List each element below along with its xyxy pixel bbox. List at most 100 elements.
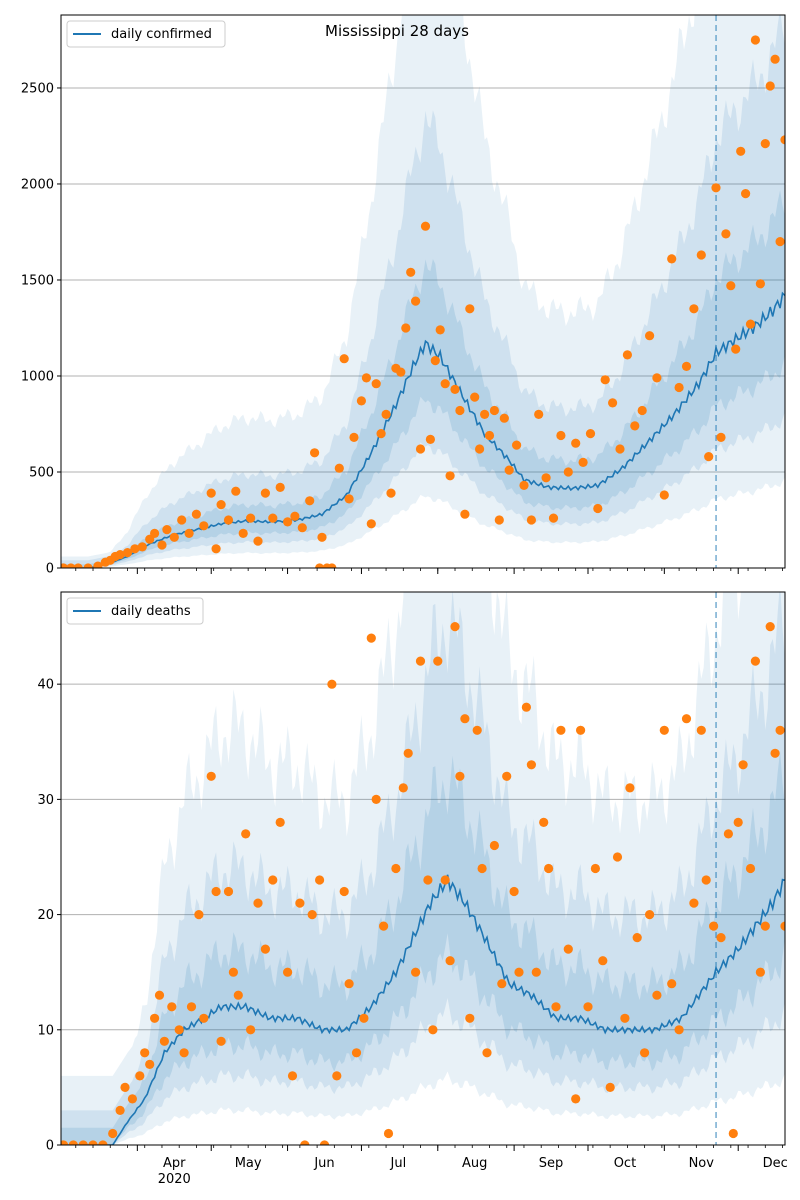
observed-point <box>689 898 699 908</box>
observed-point <box>556 725 566 735</box>
observed-point <box>475 444 485 454</box>
observed-point <box>391 863 401 874</box>
observed-point <box>194 910 204 920</box>
observed-point <box>344 494 354 504</box>
observed-point <box>755 967 766 977</box>
observed-point <box>465 1013 475 1023</box>
observed-point <box>351 1048 362 1058</box>
observed-point <box>455 405 465 416</box>
observed-point <box>551 1002 561 1012</box>
observed-point <box>711 183 721 193</box>
observed-point <box>780 135 785 145</box>
observed-point <box>428 1025 438 1035</box>
observed-point <box>701 875 711 885</box>
observed-point <box>760 921 770 931</box>
observed-point <box>598 956 608 966</box>
observed-point <box>206 771 216 781</box>
observed-point <box>696 725 706 735</box>
observed-point <box>154 990 165 1000</box>
observed-point <box>440 875 450 885</box>
observed-point <box>445 471 455 481</box>
plot-area: 0 500 1000 1500 2000 2500 <box>21 14 786 577</box>
observed-point <box>275 817 285 828</box>
axes-frame <box>60 591 786 1146</box>
observed-point <box>283 967 293 977</box>
observed-point <box>275 482 285 492</box>
observed-point <box>489 840 499 851</box>
x-tick-label: Oct <box>614 1156 636 1171</box>
observed-point <box>563 944 573 954</box>
observed-point <box>765 81 775 91</box>
observed-point <box>659 725 669 735</box>
observed-point <box>122 548 133 558</box>
observed-point <box>253 536 263 546</box>
observed-point <box>332 1071 342 1081</box>
observed-point <box>199 1013 209 1023</box>
chart-title: Mississippi 28 days <box>325 22 469 40</box>
observed-point <box>290 511 300 521</box>
observed-point <box>398 783 408 793</box>
observed-point <box>667 254 677 264</box>
x-year-label: 2020 <box>158 1172 191 1187</box>
observed-point <box>127 1094 137 1104</box>
observed-point <box>184 528 194 539</box>
legend-label-deaths: daily deaths <box>111 604 191 619</box>
observed-point <box>681 714 692 724</box>
observed-point <box>630 421 640 431</box>
observed-point <box>509 886 519 897</box>
observed-point <box>366 519 376 529</box>
y-tick-label: 10 <box>37 1023 54 1038</box>
observed-point <box>450 622 460 632</box>
observed-point <box>150 1013 160 1023</box>
uncertainty-band <box>61 15 785 568</box>
observed-point <box>733 817 743 828</box>
observed-point <box>415 656 426 666</box>
observed-point <box>216 1036 226 1046</box>
observed-point <box>470 392 480 402</box>
observed-point <box>349 432 359 442</box>
observed-point <box>260 488 270 498</box>
observed-point <box>433 656 443 666</box>
observed-point <box>83 563 93 568</box>
observed-point <box>415 444 426 454</box>
x-tick-label: Sep <box>539 1156 564 1171</box>
legend-confirmed: daily confirmed <box>66 20 226 48</box>
observed-point <box>93 561 103 568</box>
observed-point <box>440 379 450 389</box>
observed-point <box>571 438 581 448</box>
observed-point <box>334 463 344 473</box>
observed-point <box>228 967 238 977</box>
observed-point <box>563 467 573 477</box>
observed-point <box>344 979 354 989</box>
observed-point <box>327 563 337 568</box>
observed-point <box>307 910 317 920</box>
observed-point <box>167 1002 177 1012</box>
observed-point <box>157 540 167 550</box>
observed-point <box>571 1094 581 1104</box>
observed-point <box>423 875 433 885</box>
observed-point <box>544 863 554 874</box>
observed-point <box>361 373 371 383</box>
uncertainty-band <box>61 190 785 568</box>
top-panel: 0 500 1000 1500 2000 2500 daily confirmed Mis… <box>21 14 786 577</box>
observed-point <box>521 702 532 712</box>
observed-point <box>770 54 780 64</box>
observed-point <box>179 1048 189 1058</box>
observed-point <box>73 563 83 568</box>
observed-point <box>511 440 522 450</box>
observed-point <box>246 1025 256 1035</box>
y-tick-label: 2500 <box>21 81 54 96</box>
observed-point <box>731 344 741 354</box>
observed-point <box>376 429 386 439</box>
observed-point <box>709 921 719 931</box>
observed-point <box>315 563 325 568</box>
observed-point <box>379 921 389 931</box>
observed-point <box>98 1140 108 1145</box>
observed-point <box>502 771 512 781</box>
observed-point <box>435 325 445 335</box>
observed-point <box>640 1048 650 1058</box>
observed-point <box>191 509 201 519</box>
observed-point <box>268 875 278 885</box>
observed-point <box>295 898 305 908</box>
